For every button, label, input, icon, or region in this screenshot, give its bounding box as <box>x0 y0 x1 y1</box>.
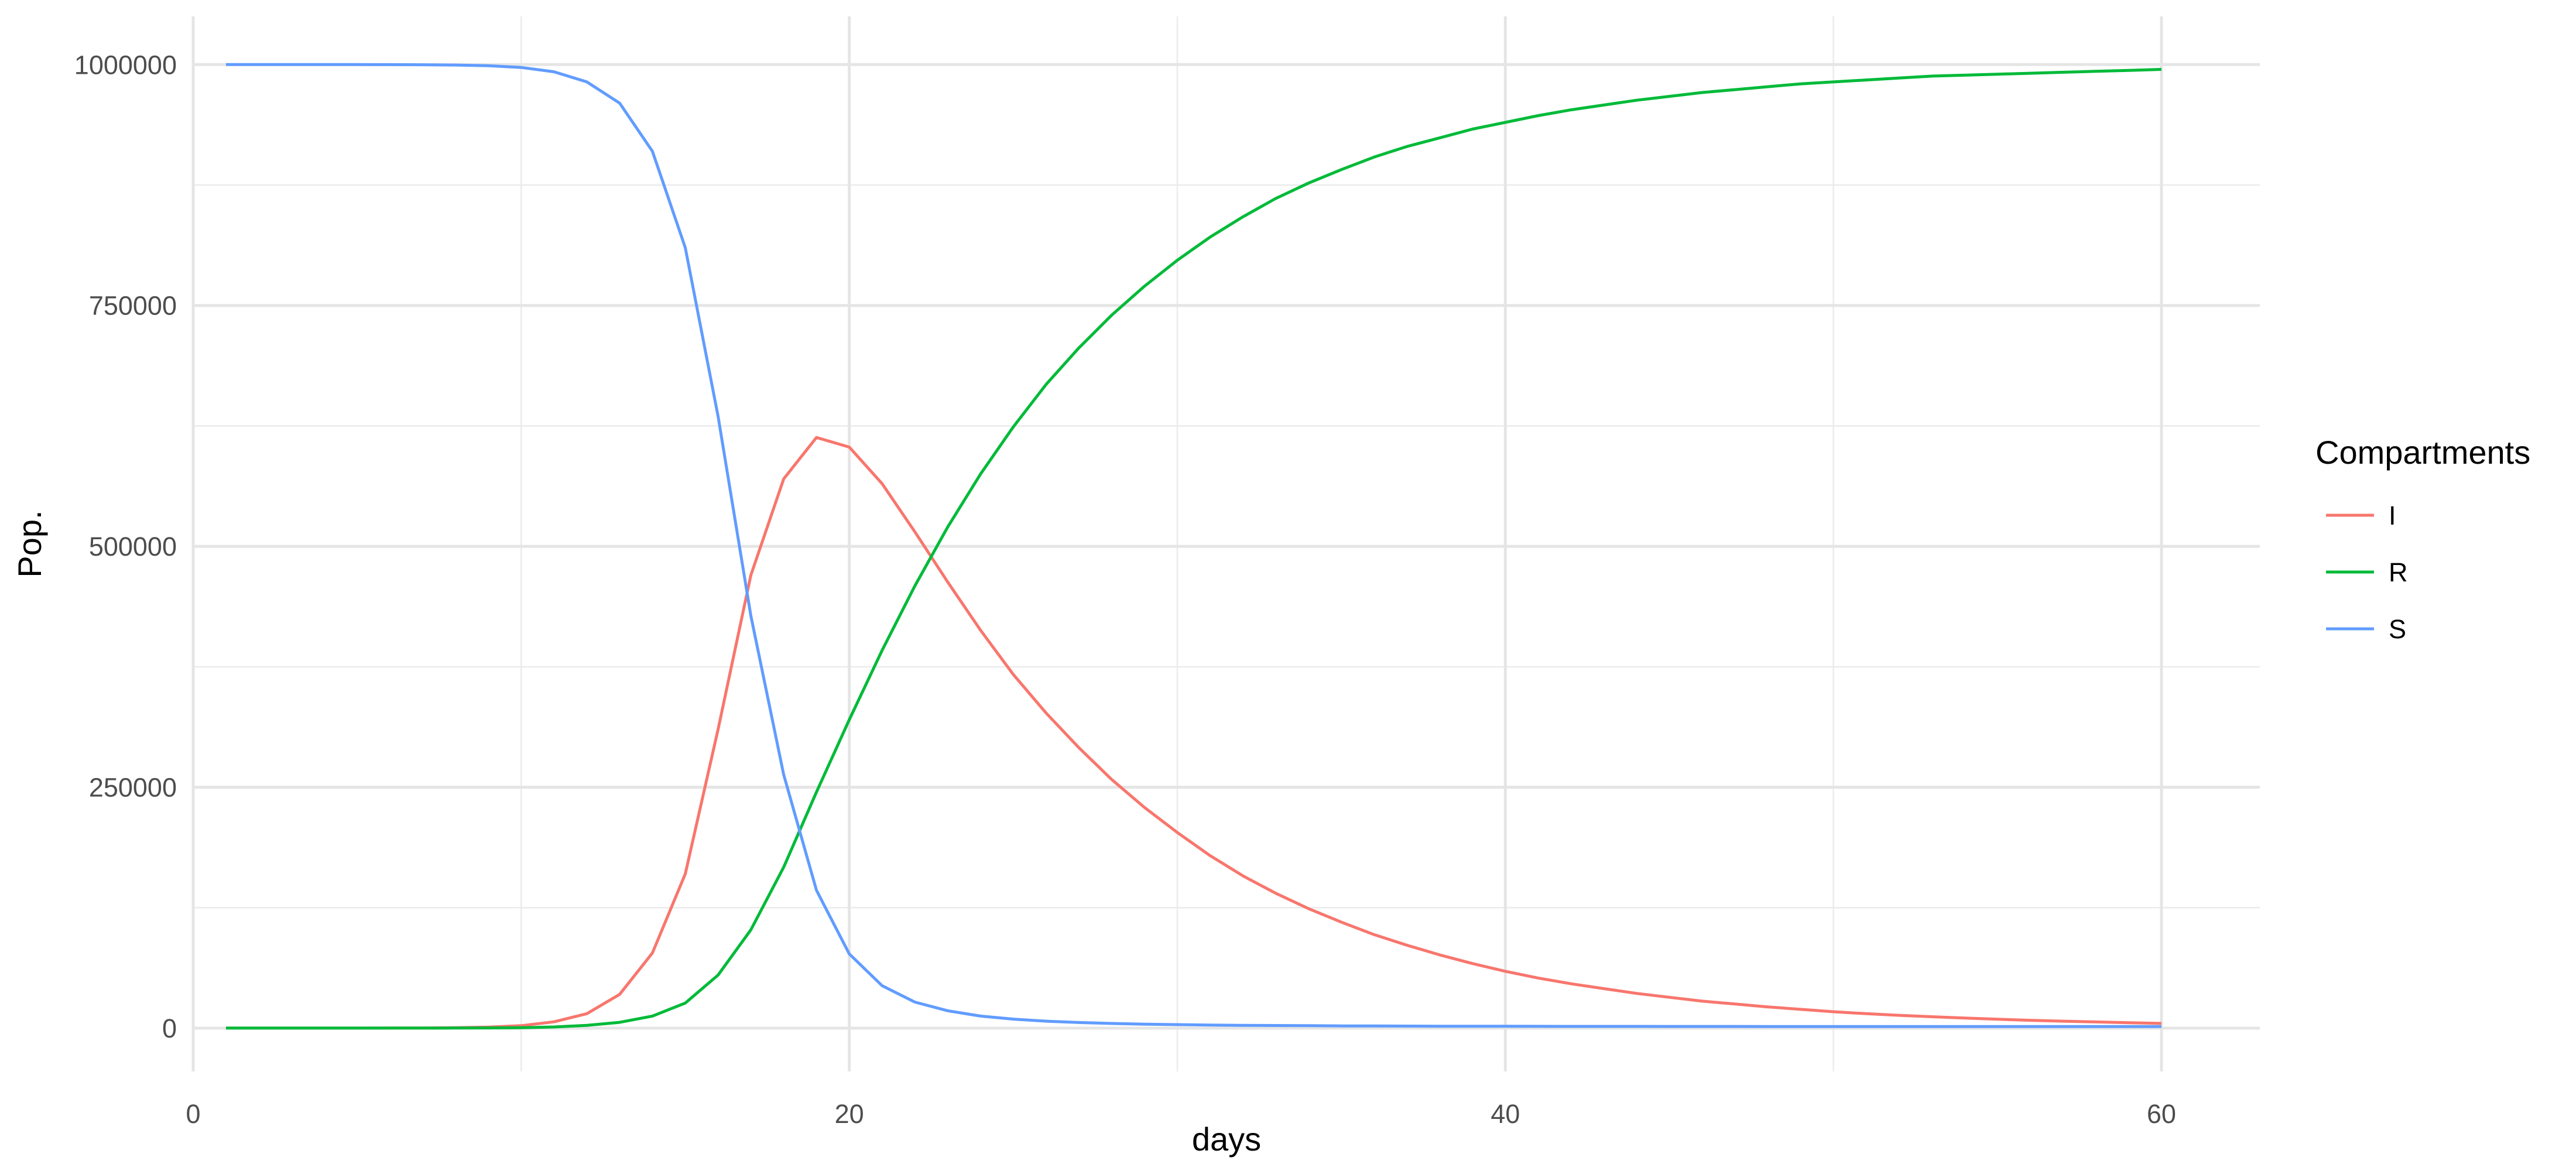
series-line-I <box>226 436 2161 1030</box>
legend-label-R: R <box>2389 557 2408 587</box>
y-tick-label: 250000 <box>89 773 177 803</box>
series-line-R <box>226 68 2161 1030</box>
grid <box>191 16 2260 1071</box>
series-line-S <box>226 63 2161 1028</box>
x-tick-label: 0 <box>186 1099 200 1129</box>
y-tick-label: 500000 <box>89 532 177 561</box>
x-tick-label: 20 <box>835 1099 864 1129</box>
y-axis-title: Pop. <box>11 510 48 577</box>
legend-label-I: I <box>2389 501 2396 530</box>
y-tick-label: 1000000 <box>74 50 177 80</box>
y-tick-label: 750000 <box>89 291 177 321</box>
x-tick-label: 60 <box>2147 1099 2176 1129</box>
legend-label-S: S <box>2389 614 2406 644</box>
y-tick-label: 0 <box>162 1014 177 1043</box>
x-axis-title: days <box>1192 1121 1261 1158</box>
axes: 0 20 40 60 0 250000 500000 750000 1000000 days Pop… <box>11 50 2176 1158</box>
x-tick-label: 40 <box>1491 1099 1520 1129</box>
legend: Compartments IRS <box>2315 434 2530 644</box>
legend-title: Compartments <box>2315 434 2530 471</box>
series-lines <box>226 63 2161 1030</box>
